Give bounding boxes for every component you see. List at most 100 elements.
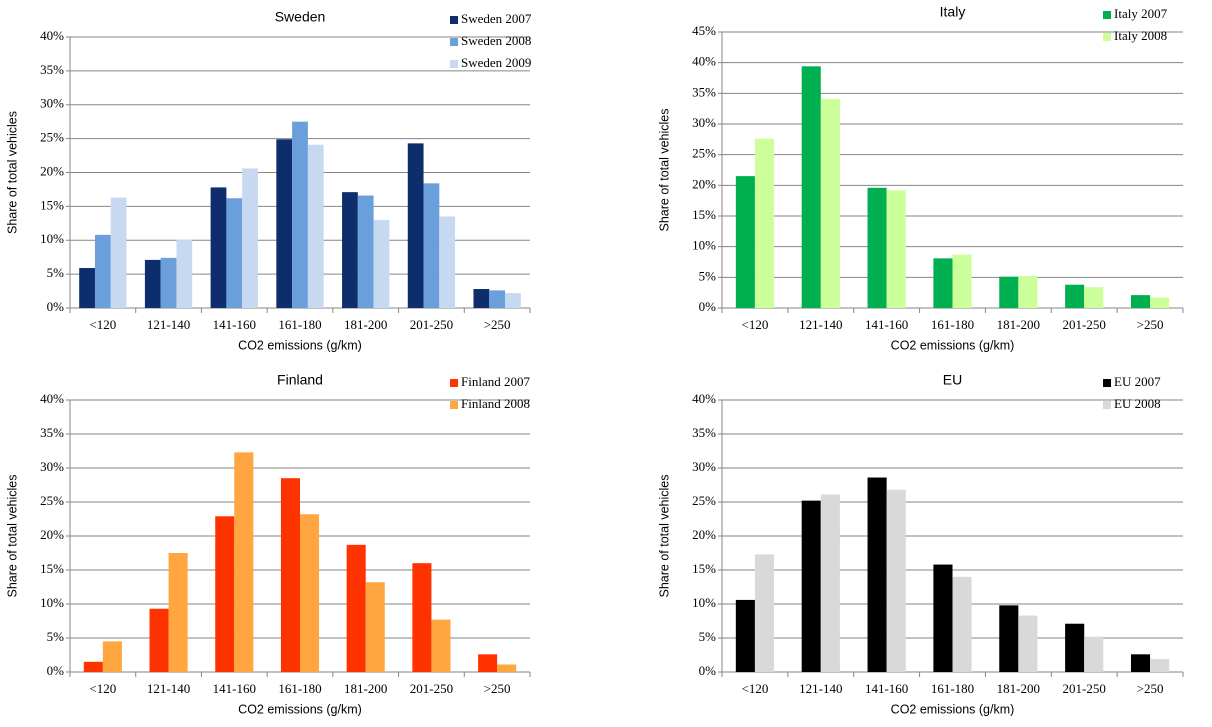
x-tick-label: >250 <box>484 317 511 332</box>
y-tick-label: 10% <box>40 231 64 246</box>
x-tick-label: 201-250 <box>1063 681 1106 696</box>
x-tick-label: 161-180 <box>931 681 974 696</box>
bar <box>149 608 169 672</box>
bar <box>933 564 953 672</box>
x-axis-label: CO2 emissions (g/km) <box>891 702 1015 716</box>
bar <box>1150 659 1170 672</box>
bar <box>478 654 498 672</box>
y-tick-label: 15% <box>40 197 64 212</box>
y-tick-label: 10% <box>40 595 64 610</box>
bar <box>1065 284 1085 308</box>
bar <box>307 144 324 308</box>
legend-swatch <box>1103 379 1111 387</box>
bar <box>210 187 227 308</box>
y-tick-label: 15% <box>692 561 716 576</box>
x-tick-label: <120 <box>89 317 116 332</box>
x-tick-label: 161-180 <box>278 681 321 696</box>
y-tick-label: 10% <box>692 238 716 253</box>
bar <box>999 276 1019 308</box>
bar <box>1084 287 1104 308</box>
legend-label: EU 2008 <box>1114 396 1161 411</box>
x-tick-label: 181-200 <box>344 681 387 696</box>
y-tick-label: 25% <box>40 493 64 508</box>
bar <box>999 605 1019 672</box>
bar <box>1084 636 1104 672</box>
x-tick-label: 201-250 <box>410 317 453 332</box>
x-tick-label: 141-160 <box>865 681 908 696</box>
chart-title: Sweden <box>275 9 326 25</box>
bar <box>489 290 506 308</box>
bar <box>735 176 755 308</box>
legend-label: Sweden 2007 <box>461 11 532 26</box>
legend-swatch <box>450 379 458 387</box>
y-tick-label: 35% <box>692 84 716 99</box>
bar <box>144 259 161 308</box>
x-axis-label: CO2 emissions (g/km) <box>238 338 362 352</box>
x-tick-label: >250 <box>1137 681 1164 696</box>
legend-swatch <box>1103 401 1111 409</box>
bar <box>83 661 103 672</box>
legend-label: Italy 2007 <box>1114 6 1168 21</box>
y-tick-label: 30% <box>40 459 64 474</box>
legend-label: Sweden 2009 <box>461 55 531 70</box>
legend-swatch <box>450 401 458 409</box>
x-tick-label: 181-200 <box>997 681 1040 696</box>
x-tick-label: 141-160 <box>213 317 256 332</box>
bar <box>497 664 517 672</box>
bar <box>423 183 440 308</box>
x-tick-label: 121-140 <box>147 317 190 332</box>
bar <box>801 500 821 672</box>
bar <box>342 192 358 308</box>
y-tick-label: 20% <box>692 176 716 191</box>
legend-swatch <box>450 60 458 68</box>
legend-swatch <box>1103 11 1111 19</box>
bar <box>952 254 972 308</box>
bar <box>801 66 821 308</box>
x-tick-label: <120 <box>89 681 116 696</box>
bar <box>1150 297 1170 308</box>
bar <box>160 257 177 308</box>
y-tick-label: 35% <box>692 425 716 440</box>
bar <box>431 619 451 672</box>
bar <box>754 138 775 308</box>
x-tick-label: 161-180 <box>931 317 974 332</box>
y-tick-label: 15% <box>40 561 64 576</box>
y-tick-label: 25% <box>40 130 64 145</box>
bar <box>110 197 127 308</box>
x-tick-label: 161-180 <box>278 317 321 332</box>
bar <box>373 219 390 308</box>
y-tick-label: 5% <box>699 268 717 283</box>
bar <box>735 599 755 672</box>
bar <box>412 563 432 672</box>
bar <box>1018 615 1038 672</box>
bar <box>1130 295 1151 308</box>
bar <box>215 516 235 672</box>
y-axis-label: Share of total vehicles <box>5 111 19 234</box>
x-tick-label: 201-250 <box>1063 317 1106 332</box>
y-tick-label: 10% <box>692 595 716 610</box>
bar <box>357 195 374 308</box>
legend-label: Finland 2007 <box>461 374 530 389</box>
bar <box>867 187 887 308</box>
bar <box>234 452 254 672</box>
legend-label: EU 2007 <box>1114 374 1161 389</box>
bar <box>820 494 840 672</box>
bar <box>94 234 111 308</box>
y-tick-label: 20% <box>40 527 64 542</box>
y-tick-label: 40% <box>40 28 64 43</box>
bar <box>407 143 424 308</box>
chart-title: EU <box>943 372 962 388</box>
bar <box>365 582 385 672</box>
bar <box>754 554 775 672</box>
y-tick-label: 30% <box>692 459 716 474</box>
bar <box>933 258 953 308</box>
legend-label: Sweden 2008 <box>461 33 531 48</box>
x-tick-label: >250 <box>1137 317 1164 332</box>
bar <box>346 544 366 672</box>
bar <box>168 553 188 672</box>
y-tick-label: 0% <box>699 299 717 314</box>
x-axis-label: CO2 emissions (g/km) <box>891 338 1015 352</box>
bar <box>886 190 906 308</box>
y-tick-label: 15% <box>692 207 716 222</box>
